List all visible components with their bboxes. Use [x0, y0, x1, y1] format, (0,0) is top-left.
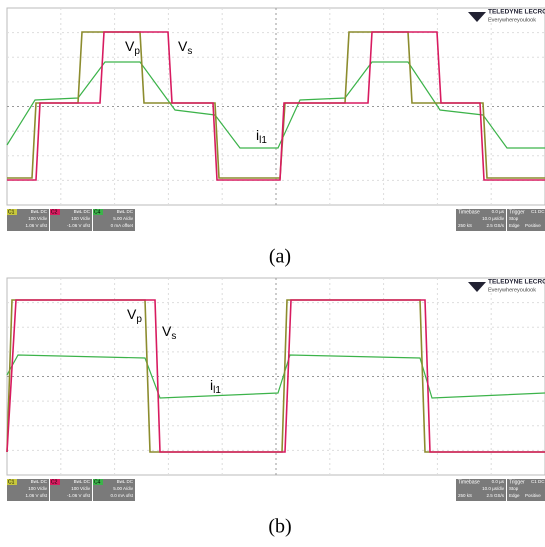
trigger-type: Edge: [509, 223, 520, 228]
label-sub: s: [187, 46, 192, 57]
channel-coupling: BwL DC: [31, 209, 48, 214]
channel-coupling: BwL DC: [74, 479, 91, 484]
channel-name: C4: [94, 209, 101, 215]
figure: TELEDYNE LECROYEverywhereyoulookVpVsil1C…: [0, 0, 545, 547]
channel-name: C4: [94, 479, 101, 485]
channel-coupling: BwL DC: [117, 209, 134, 214]
timebase-samples: 250 kS: [458, 493, 472, 498]
channel-offset: 1.06 V ofst: [25, 223, 47, 228]
timebase-delay: 0.0 µs: [492, 209, 505, 214]
channel-scale: 100 V/div: [71, 216, 91, 221]
trigger-slope: Positive: [525, 493, 541, 498]
channel-coupling: BwL DC: [31, 479, 48, 484]
trigger-title: Trigger: [509, 209, 525, 215]
trigger-source: C1 DC: [531, 209, 545, 214]
channel-name: C2: [51, 479, 58, 485]
trigger-slope: Positive: [525, 223, 541, 228]
channel-name: C1: [8, 479, 15, 485]
channel-name: C1: [8, 209, 15, 215]
channel-coupling: BwL DC: [74, 209, 91, 214]
trigger-mode: Stop: [509, 216, 519, 221]
channel-scale: 5.00 A/div: [113, 216, 134, 221]
timebase-rate: 2.5 GS/s: [486, 223, 504, 228]
channel-offset: 1.06 V ofst: [25, 493, 47, 498]
label-sub: l1: [213, 385, 221, 396]
trigger-source: C1 DC: [531, 479, 545, 484]
caption: (b): [268, 516, 291, 538]
channel-offset: 0.0 mA ofst: [110, 493, 133, 498]
timebase-samples: 250 kS: [458, 223, 472, 228]
tagline: Everywhereyoulook: [488, 17, 536, 23]
timebase-title: Timebase: [458, 209, 480, 215]
label-sub: p: [136, 314, 142, 325]
label-sub: l1: [259, 135, 267, 146]
brand: TELEDYNE LECROY: [488, 9, 545, 16]
channel-scale: 100 V/div: [71, 486, 91, 491]
brand: TELEDYNE LECROY: [488, 279, 545, 286]
scope-panel: TELEDYNE LECROYEverywhereyoulookVpVsil1C…: [7, 8, 545, 268]
channel-coupling: BwL DC: [117, 479, 134, 484]
channel-scale: 100 V/div: [28, 216, 48, 221]
timebase-scale: 10.0 µs/div: [482, 216, 505, 221]
channel-scale: 100 V/div: [28, 486, 48, 491]
timebase-rate: 2.5 GS/s: [486, 493, 504, 498]
tagline: Everywhereyoulook: [488, 287, 536, 293]
channel-name: C2: [51, 209, 58, 215]
channel-scale: 5.00 A/div: [113, 486, 134, 491]
timebase-scale: 10.0 µs/div: [482, 486, 505, 491]
trigger-type: Edge: [509, 493, 520, 498]
trigger-mode: Stop: [509, 486, 519, 491]
channel-offset: -1.06 V ofst: [67, 493, 91, 498]
timebase-delay: 0.0 µs: [492, 479, 505, 484]
caption: (a): [269, 246, 291, 268]
timebase-title: Timebase: [458, 479, 480, 485]
label-sub: s: [171, 331, 176, 342]
channel-offset: -1.06 V ofst: [67, 223, 91, 228]
trigger-title: Trigger: [509, 479, 525, 485]
label-sub: p: [134, 46, 140, 57]
channel-offset: 0 mA offset: [111, 223, 134, 228]
scope-panel: TELEDYNE LECROYEverywhereyoulookVpVsil1C…: [7, 278, 545, 538]
